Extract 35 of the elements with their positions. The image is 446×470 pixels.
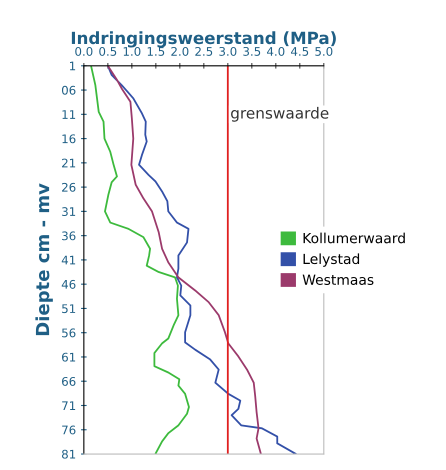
x-tick-label: 3.0 <box>219 46 236 56</box>
y-tick-label: 41 <box>62 256 76 264</box>
x-tick-label: 0.0 <box>75 46 92 56</box>
legend-label: Kollumerwaard <box>304 232 405 244</box>
x-axis-title: Indringingsweerstand (MPa) <box>72 31 336 48</box>
x-tick-label: 2.0 <box>171 46 188 56</box>
legend-label: Westmaas <box>302 274 374 285</box>
y-tick-label: 21 <box>62 158 76 168</box>
y-tick-label: 06 <box>62 86 76 95</box>
y-axis-title: Diepte cm - mv <box>35 183 53 336</box>
y-tick-label: 16 <box>62 134 76 144</box>
ref-line-label: grenswaarde <box>231 106 328 122</box>
y-tick-label: 46 <box>62 280 76 289</box>
line-series <box>90 66 190 454</box>
y-tick-label: 81 <box>62 450 76 459</box>
y-tick-label: 66 <box>62 376 76 386</box>
y-tick-label: 51 <box>62 304 76 314</box>
y-tick-label: 71 <box>62 401 76 410</box>
y-tick-label: 31 <box>62 207 76 216</box>
y-tick-label: 26 <box>62 182 76 192</box>
x-tick-label: 1.0 <box>124 46 140 56</box>
x-tick-label: 0.5 <box>99 46 116 56</box>
y-tick-label: 56 <box>62 328 76 338</box>
y-tick-label: 76 <box>62 425 76 434</box>
y-tick-label: 11 <box>62 110 76 119</box>
y-tick-label: 36 <box>62 231 76 240</box>
x-tick-label: 3.5 <box>243 46 260 56</box>
y-tick-label: 61 <box>62 352 76 362</box>
x-tick-label: 5.0 <box>315 46 332 56</box>
x-tick-label: 1.5 <box>148 47 164 56</box>
legend-label: Lelystad <box>304 253 360 267</box>
x-tick-label: 2.5 <box>195 46 212 56</box>
x-tick-label: 4.5 <box>290 47 308 56</box>
y-tick-label: 1 <box>70 62 76 70</box>
x-tick-label: 4.0 <box>266 46 284 56</box>
